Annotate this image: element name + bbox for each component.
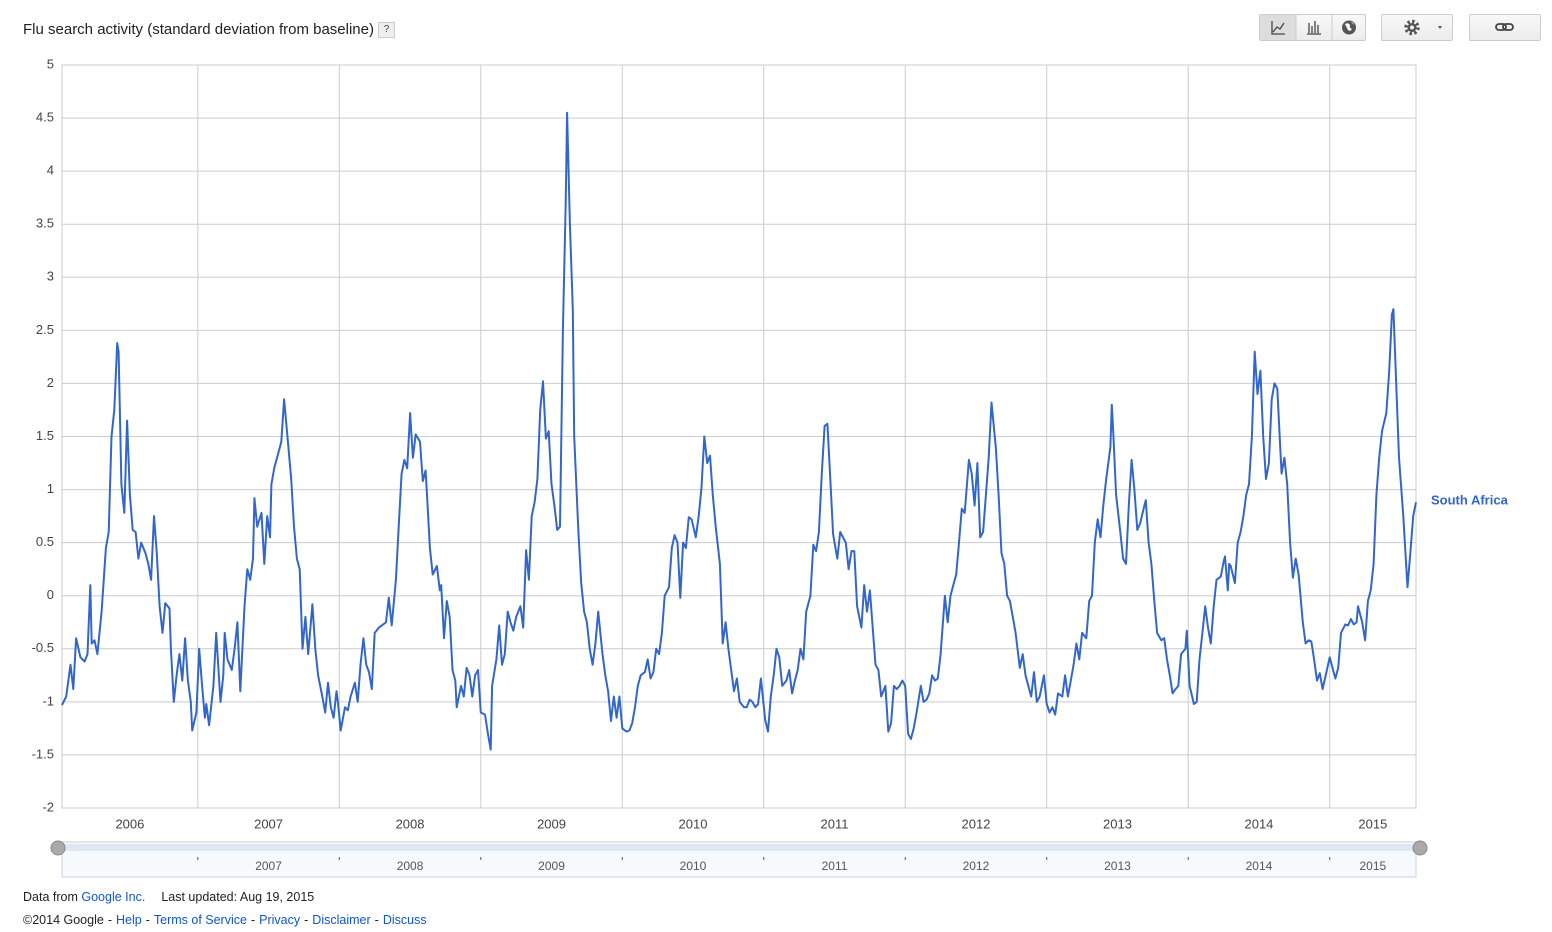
chart-title: Flu search activity (standard deviation … xyxy=(23,21,374,38)
navigator-label: 2007 xyxy=(255,859,282,873)
gear-icon xyxy=(1404,19,1442,36)
separator: - xyxy=(250,913,256,927)
series-line xyxy=(61,111,1417,751)
y-tick-label: 2.5 xyxy=(36,322,54,337)
navigator-selection xyxy=(62,844,1416,851)
y-tick-label: -1.5 xyxy=(32,746,54,761)
x-tick-label: 2008 xyxy=(396,816,425,831)
view-icons xyxy=(1260,15,1356,40)
source-line: Data from Google Inc. Last updated: Aug 1… xyxy=(23,886,427,909)
navigator-label: 2012 xyxy=(963,859,990,873)
x-tick-label: 2013 xyxy=(1103,816,1132,831)
last-updated: Last updated: Aug 19, 2015 xyxy=(161,890,315,904)
view-switcher xyxy=(1259,14,1366,41)
navigator-label: 2011 xyxy=(822,859,848,873)
title-block: Flu search activity (standard deviation … xyxy=(23,21,395,39)
x-tick-label: 2009 xyxy=(537,816,566,831)
footer-link[interactable]: Disclaimer xyxy=(312,913,371,927)
link-button[interactable] xyxy=(1469,14,1541,41)
y-tick-label: 4.5 xyxy=(36,110,54,125)
source-link[interactable]: Google Inc. xyxy=(81,890,146,904)
footer-link[interactable]: Discuss xyxy=(382,913,427,927)
separator: - xyxy=(304,913,309,927)
copyright: ©2014 Google xyxy=(23,913,104,927)
navigator-label: 2010 xyxy=(680,859,707,873)
source-prefix: Data from xyxy=(23,890,78,904)
separator: - xyxy=(145,913,150,927)
navigator-handle[interactable] xyxy=(1412,840,1428,856)
navigator-label: 2015 xyxy=(1359,859,1386,873)
footer-link[interactable]: Help xyxy=(115,913,142,927)
y-tick-label: -1 xyxy=(42,693,54,708)
legend-label: South Africa xyxy=(1431,493,1509,508)
y-tick-label: 1.5 xyxy=(36,428,54,443)
separator: - xyxy=(107,913,112,927)
x-tick-label: 2006 xyxy=(115,816,144,831)
x-tick-label: 2011 xyxy=(821,816,849,831)
y-tick-label: 3.5 xyxy=(36,216,54,231)
navigator-label: 2013 xyxy=(1104,859,1131,873)
map-view[interactable] xyxy=(1342,20,1356,35)
footer-link[interactable]: Privacy xyxy=(259,913,301,927)
settings-button[interactable] xyxy=(1381,14,1453,41)
help-badge[interactable]: ? xyxy=(378,22,395,39)
link-icon xyxy=(1495,23,1514,31)
navigator-label: 2008 xyxy=(397,859,424,873)
x-tick-label: 2014 xyxy=(1244,816,1273,831)
y-tick-label: 5 xyxy=(47,56,54,71)
y-tick-label: -2 xyxy=(42,799,54,814)
navigator-label: 2014 xyxy=(1246,859,1273,873)
y-tick-label: 2 xyxy=(47,375,54,390)
x-tick-label: 2010 xyxy=(679,816,708,831)
footer-link[interactable]: Terms of Service xyxy=(153,913,247,927)
chart: -2 -1.5 -1 -0.5 0 0.5 1 1.5 2 2.5 3 3.5 4 4.5 5 2006 200… xyxy=(32,56,1509,878)
bar-view[interactable] xyxy=(1307,21,1321,35)
x-tick-label: 2015 xyxy=(1358,816,1387,831)
footer: Data from Google Inc. Last updated: Aug 1… xyxy=(23,886,427,932)
y-tick-label: -0.5 xyxy=(32,640,54,655)
navigator-handle[interactable] xyxy=(50,840,66,856)
x-tick-label: 2012 xyxy=(962,816,991,831)
y-tick-label: 3 xyxy=(47,269,54,284)
y-tick-label: 0.5 xyxy=(36,534,54,549)
separator: - xyxy=(374,913,379,927)
x-tick-label: 2007 xyxy=(254,816,283,831)
links-line: ©2014 Google - Help - Terms of Service - Priva… xyxy=(23,909,427,932)
y-tick-label: 1 xyxy=(47,481,54,496)
y-tick-label: 0 xyxy=(47,587,54,602)
navigator-label: 2009 xyxy=(538,859,565,873)
y-tick-label: 4 xyxy=(47,163,54,178)
